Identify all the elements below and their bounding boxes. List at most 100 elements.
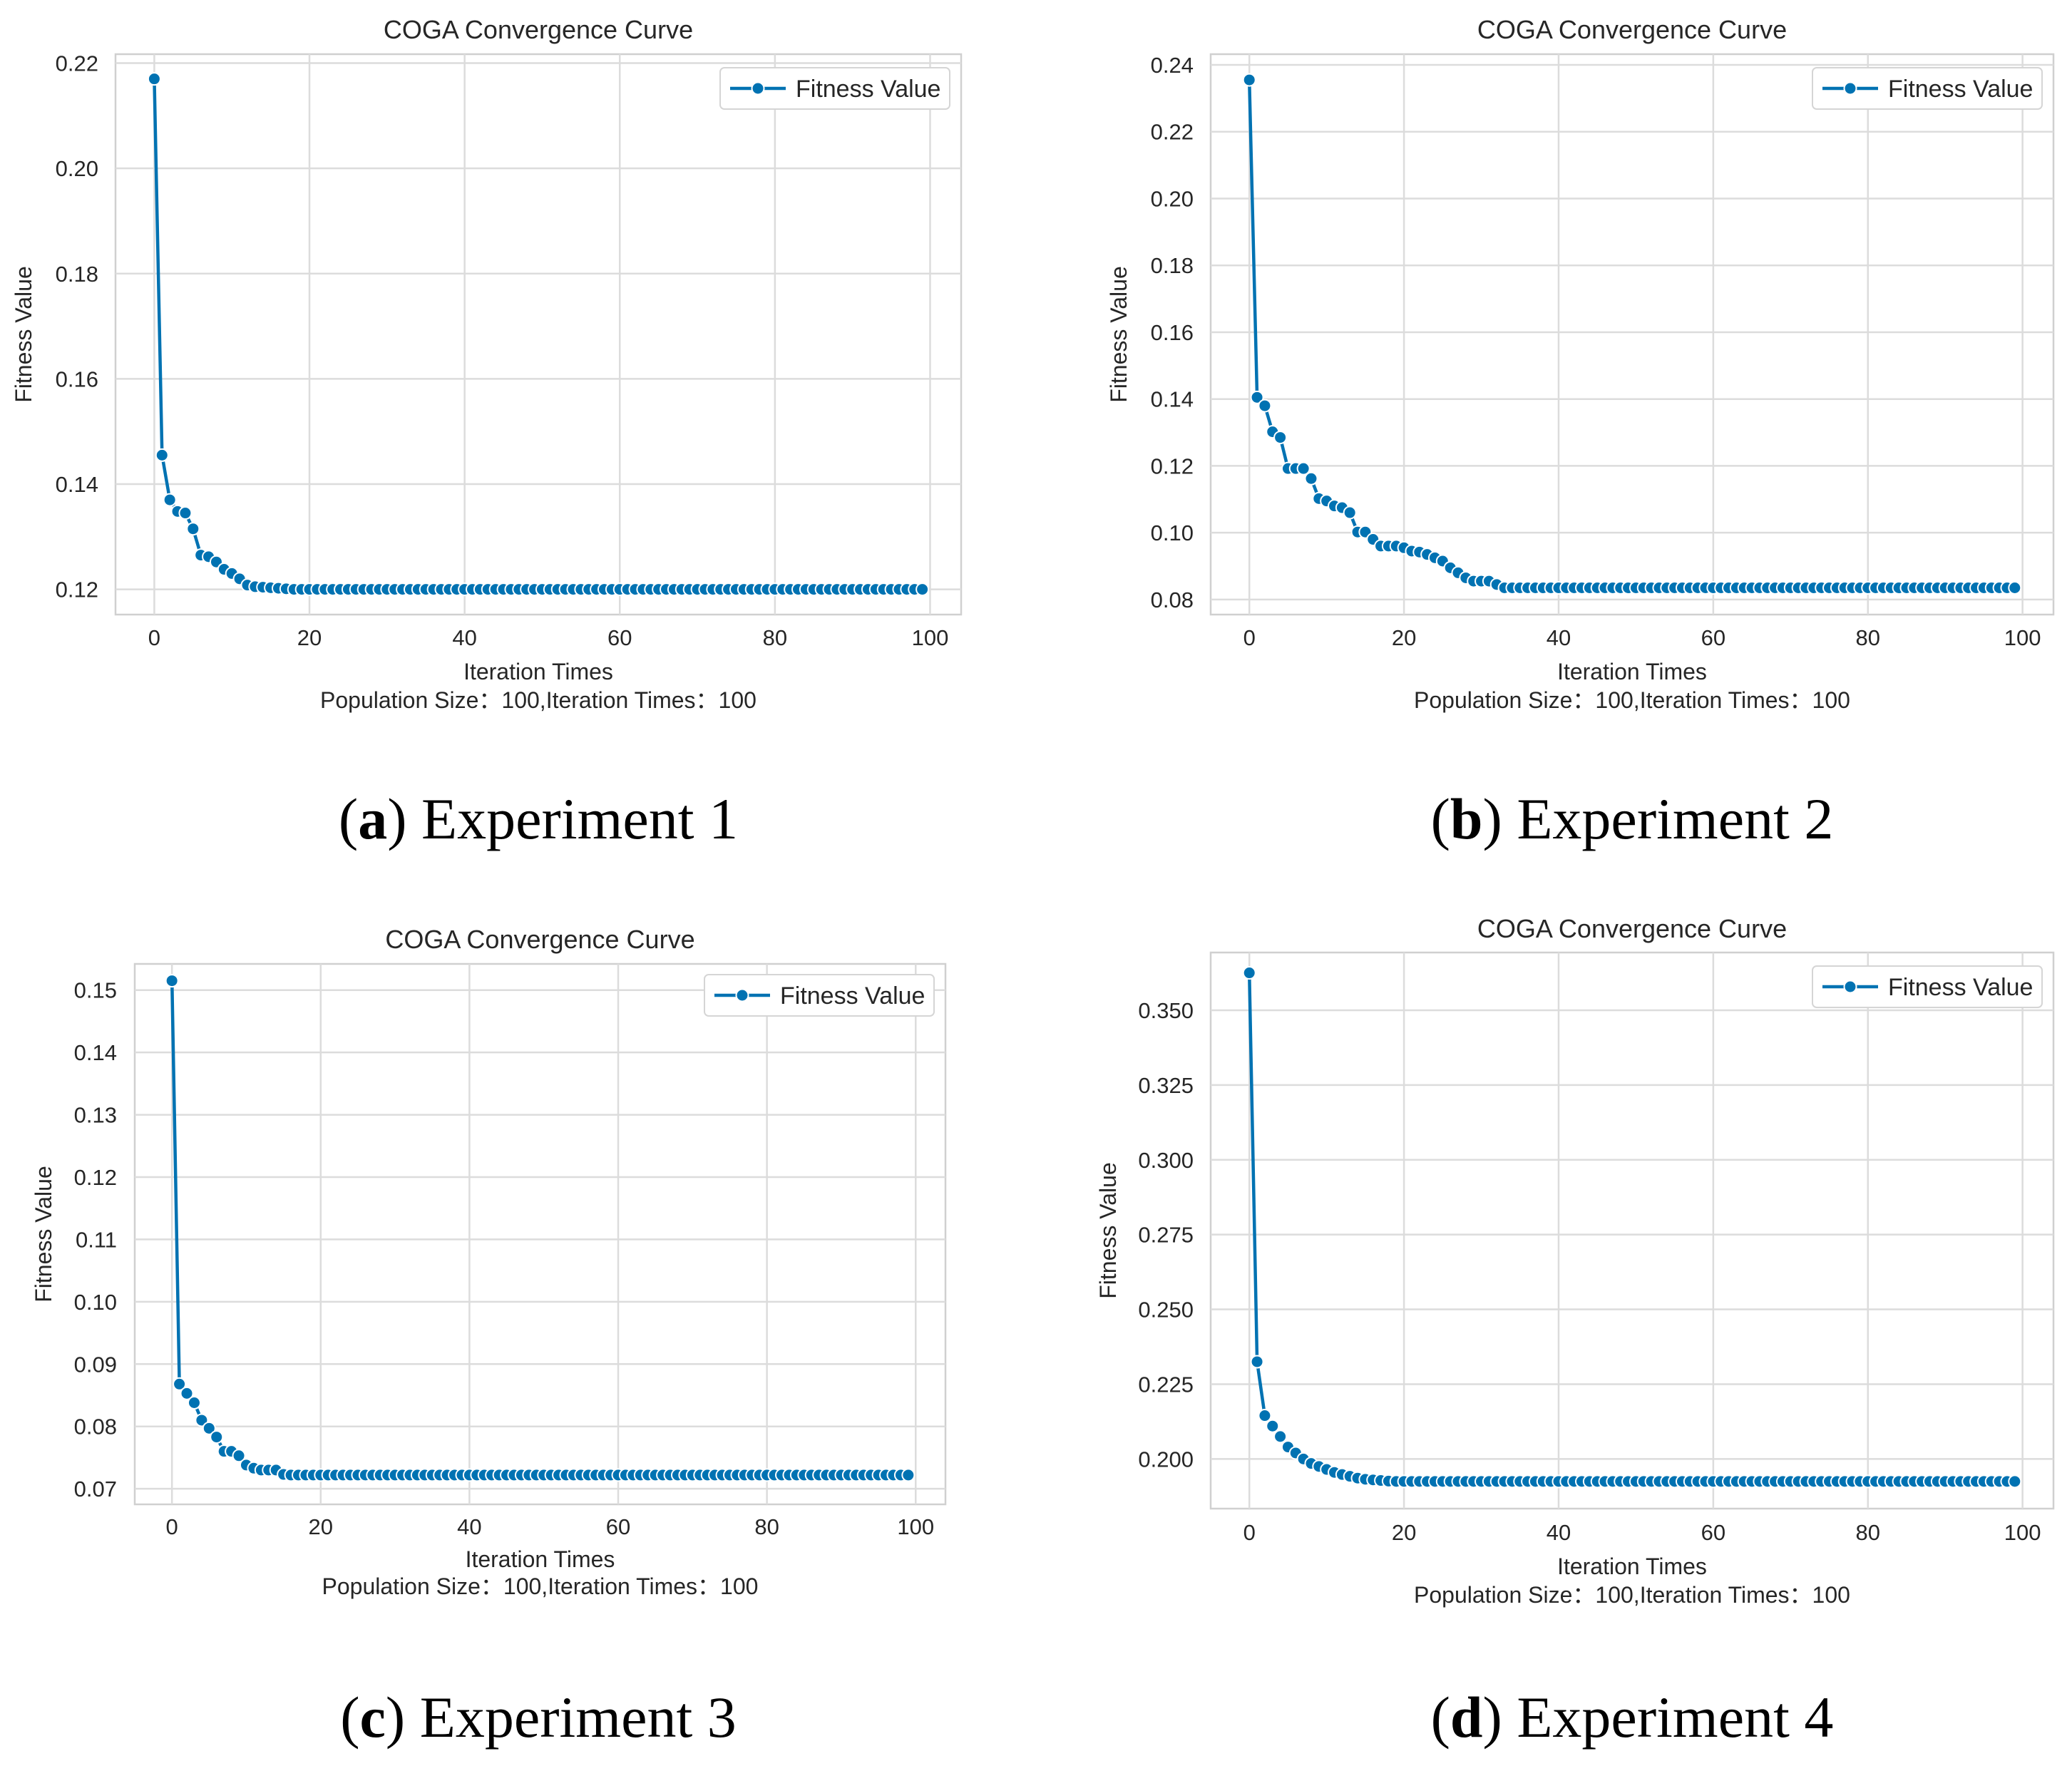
y-tick-label: 0.325 [1138,1073,1194,1098]
plot-area [114,53,963,616]
x-tick-label: 100 [912,625,949,650]
legend-marker [735,988,749,1002]
data-point [1296,461,1311,476]
y-tick-label: 0.13 [74,1103,117,1128]
panel-caption: (c) Experiment 3 [340,1685,737,1750]
y-tick-label: 0.14 [56,472,98,497]
y-axis-label: Fitness Value [1106,266,1132,403]
data-point [1242,73,1256,87]
chart-panel-4: 0 20 40 60 80 100 0.200 0.225 0.250 0.275 0.300 0.3… [1095,914,2055,1750]
data-point [180,1386,194,1400]
data-point [2008,1474,2022,1489]
y-tick-label: 0.12 [74,1165,117,1190]
data-point [1250,390,1264,404]
y-tick-label: 0.14 [1151,387,1194,412]
y-tick-label: 0.10 [74,1290,117,1315]
y-tick-label: 0.225 [1138,1372,1194,1397]
x-tick-label: 100 [2004,625,2041,650]
data-point [916,582,930,597]
y-tick-label: 0.24 [1151,53,1194,78]
data-point [163,493,177,507]
caption-paren-close: ) [386,1685,420,1750]
y-tick-label: 0.09 [74,1352,117,1377]
caption-paren-open: ( [340,1685,359,1750]
legend-label: Fitness Value [1888,974,2033,1001]
caption-text: Experiment 1 [421,786,738,851]
panel-caption: (a) Experiment 1 [339,786,738,851]
data-point [1258,399,1272,413]
x-tick-label: 0 [1243,625,1256,650]
legend-box [704,974,935,1017]
x-tick-label: 20 [297,625,322,650]
x-tick-label: 20 [1392,625,1416,650]
y-axis-label: Fitness Value [11,266,36,403]
chart-panel-2: 0 20 40 60 80 100 0.08 0.10 0.12 0.14 0.16 0.18 0.20… [1106,15,2055,851]
legend-label: Fitness Value [1888,76,2033,103]
chart-panel-3: 0 20 40 60 80 100 0.07 0.08 0.09 0.10 0.11 0.12 0.13… [31,925,947,1750]
data-point [1242,966,1256,980]
legend-box [719,67,950,110]
plot-area [1209,53,2055,616]
y-tick-label: 0.12 [1151,453,1194,478]
y-axis-label: Fitness Value [1095,1162,1121,1299]
x-tick-label: 0 [166,1514,178,1539]
data-point [186,522,200,536]
x-tick-label: 60 [606,1514,630,1539]
x-tick-label: 20 [309,1514,333,1539]
data-point [1258,1409,1272,1423]
chart-title: COGA Convergence Curve [1477,914,1787,943]
x-tick-label: 0 [1243,1520,1256,1545]
data-point [1250,1355,1264,1369]
y-tick-label: 0.08 [1151,587,1194,612]
panel-caption: (d) Experiment 4 [1431,1685,1834,1750]
x-tick-label: 20 [1392,1520,1416,1545]
x-tick-label: 40 [452,625,476,650]
legend-box [1812,67,2043,110]
x-tick-label: 60 [1701,1520,1725,1545]
x-tick-label: 80 [754,1514,779,1539]
y-tick-label: 0.20 [56,156,98,181]
y-tick-label: 0.22 [56,51,98,76]
chart-title: COGA Convergence Curve [1477,15,1787,44]
x-tick-label: 0 [148,625,160,650]
x-tick-label: 40 [1547,1520,1571,1545]
y-tick-label: 0.07 [74,1477,117,1501]
chart-subtitle: Population Size：100,Iteration Times：100 [322,1574,759,1599]
x-tick-label: 80 [1856,1520,1880,1545]
caption-text: Experiment 4 [1517,1685,1833,1750]
chart-subtitle: Population Size：100,Iteration Times：100 [1414,687,1850,713]
data-point [147,72,161,86]
y-tick-label: 0.16 [56,366,98,391]
x-axis-label: Iteration Times [1557,659,1707,684]
y-tick-label: 0.12 [56,577,98,602]
y-tick-label: 0.15 [74,978,117,1003]
caption-paren-open: ( [1431,786,1450,851]
y-tick-label: 0.18 [1151,253,1194,278]
data-point [202,1421,216,1435]
x-axis-label: Iteration Times [466,1546,615,1572]
data-point [1273,431,1288,445]
caption-paren-open: ( [1431,1685,1450,1750]
data-point [1304,471,1318,486]
chart-panel-1: 0 20 40 60 80 100 0.12 0.14 0.16 0.18 0.20 0.22 COGA… [11,15,963,851]
plot-area [133,962,947,1506]
panel-caption: (b) Experiment 2 [1431,786,1834,851]
caption-text: Experiment 2 [1517,786,1833,851]
y-tick-label: 0.10 [1151,520,1194,545]
y-tick-label: 0.20 [1151,186,1194,211]
x-tick-label: 80 [763,625,787,650]
chart-subtitle: Population Size：100,Iteration Times：100 [320,687,757,713]
data-point [178,506,193,520]
caption-letter: d [1450,1685,1483,1750]
data-point [187,1395,201,1410]
data-point [155,448,169,462]
y-tick-label: 0.300 [1138,1148,1194,1173]
y-axis-label: Fitness Value [31,1166,56,1303]
y-tick-label: 0.14 [74,1040,117,1065]
legend-box [1812,965,2043,1008]
data-point [1273,1429,1288,1444]
chart-subtitle: Population Size：100,Iteration Times：100 [1414,1582,1850,1608]
data-point [173,1377,187,1391]
data-point [901,1468,916,1482]
